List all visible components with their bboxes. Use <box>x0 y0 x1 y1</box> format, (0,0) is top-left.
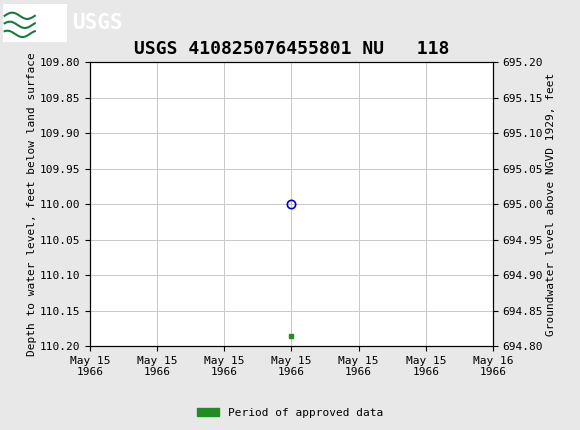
Text: USGS: USGS <box>72 12 123 33</box>
Legend: Period of approved data: Period of approved data <box>193 403 387 422</box>
Y-axis label: Depth to water level, feet below land surface: Depth to water level, feet below land su… <box>27 52 37 356</box>
Y-axis label: Groundwater level above NGVD 1929, feet: Groundwater level above NGVD 1929, feet <box>546 73 556 336</box>
Title: USGS 410825076455801 NU   118: USGS 410825076455801 NU 118 <box>134 40 449 58</box>
